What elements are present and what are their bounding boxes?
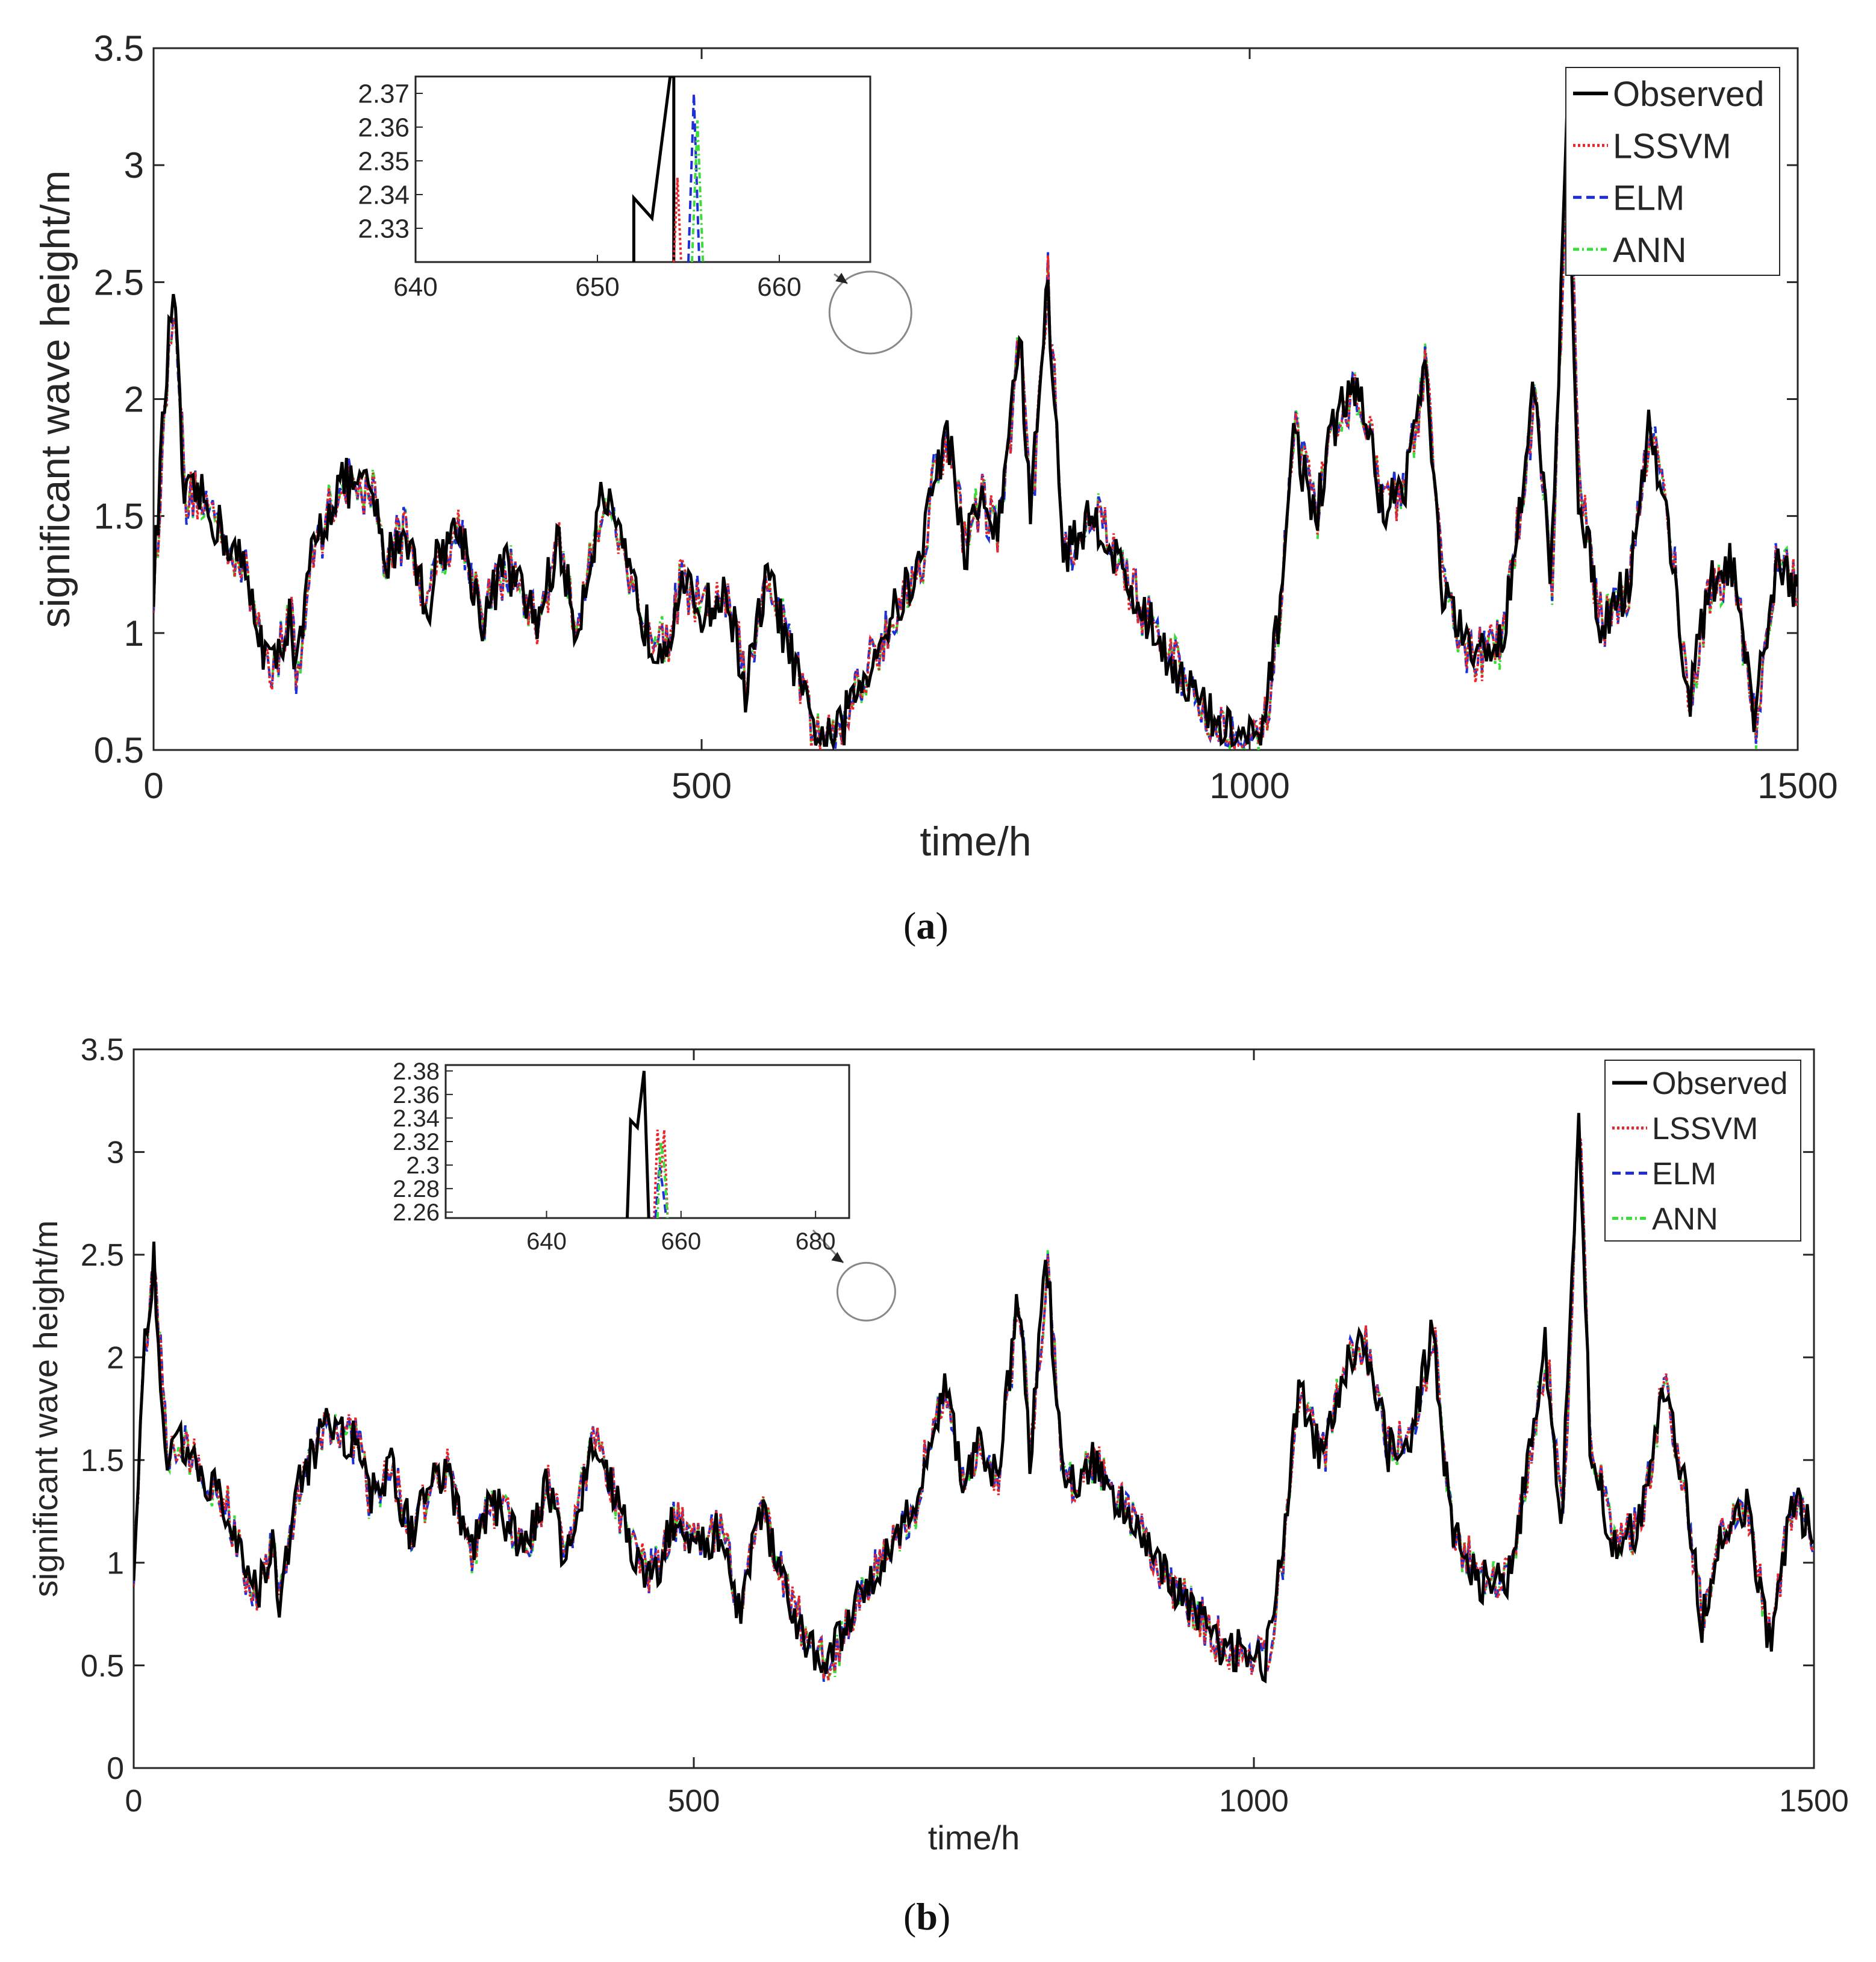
y-axis-label: significant wave height/m <box>33 170 78 628</box>
x-axis-label: time/h <box>928 1819 1020 1857</box>
x-tick-label: 0 <box>143 766 163 806</box>
zoom-arrow-head <box>835 272 848 284</box>
inset-y-tick-label: 2.32 <box>393 1129 440 1155</box>
inset-y-tick-label: 2.36 <box>393 1082 440 1108</box>
inset-series-line-lssvm <box>653 1129 669 1218</box>
inset-y-tick-label: 2.34 <box>393 1105 440 1132</box>
y-tick-label: 2 <box>107 1340 124 1375</box>
x-tick-label: 1000 <box>1209 766 1289 806</box>
inset-y-tick-label: 2.38 <box>393 1058 440 1085</box>
caption-a: (a) <box>903 904 949 947</box>
caption-b: (b) <box>903 1895 951 1938</box>
inset-x-tick-label: 640 <box>526 1228 567 1255</box>
inset-y-tick-label: 2.3 <box>406 1152 440 1179</box>
y-axis-label: significant wave height/m <box>26 1220 64 1598</box>
x-tick-label: 500 <box>672 766 732 806</box>
series-line-observed <box>154 91 1798 750</box>
legend-b: Observed LSSVM ELM ANN <box>1604 1060 1801 1242</box>
inset-y-tick-label: 2.34 <box>358 180 410 210</box>
inset-series-line-lssvm <box>672 177 682 262</box>
x-tick-label: 500 <box>668 1784 720 1819</box>
y-tick-label: 0 <box>107 1751 124 1786</box>
inset-x-tick-label: 660 <box>757 272 801 302</box>
y-tick-label: 1.5 <box>81 1443 124 1478</box>
inset-y-tick-label: 2.36 <box>358 113 410 142</box>
y-tick-label: 3.5 <box>81 1033 124 1067</box>
legend-box <box>1604 1060 1801 1242</box>
inset-series-line-elm <box>687 93 701 262</box>
y-tick-label: 2.5 <box>81 1238 124 1273</box>
inset-y-tick-label: 2.33 <box>358 214 410 243</box>
y-tick-label: 3.5 <box>94 28 144 69</box>
plot-area-b <box>132 1048 1815 1769</box>
legend-label-ann: ANN <box>1652 1202 1718 1237</box>
y-tick-label: 2 <box>124 380 144 420</box>
highlight-circle <box>828 270 912 355</box>
inset-x-tick-label: 650 <box>575 272 619 302</box>
x-tick-label: 1500 <box>1779 1784 1849 1819</box>
y-tick-label: 1 <box>107 1546 124 1581</box>
y-tick-label: 0.5 <box>94 730 144 770</box>
zoom-arrow-head <box>831 1252 844 1263</box>
inset-plot-b: 640 660 680 2.262.282.32.322.342.362.38 <box>393 1058 850 1255</box>
y-tick-label: 3 <box>107 1136 124 1170</box>
inset-series-line-observed <box>626 1070 650 1218</box>
x-axis-label: time/h <box>920 819 1031 864</box>
y-tick-label: 1 <box>124 613 144 654</box>
inset-series-line-elm <box>654 1164 668 1218</box>
y-tick-label: 0.5 <box>81 1649 124 1684</box>
y-tick-label: 2.5 <box>94 262 144 302</box>
inset-area <box>414 75 871 263</box>
legend-label-observed: Observed <box>1613 75 1764 114</box>
x-tick-label: 1000 <box>1219 1784 1289 1819</box>
chart-panel-b: 0 500 1000 1500 0 0.5 1 1.5 2 2.5 3 3.5 time/h signif… <box>26 1033 1849 1857</box>
inset-y-tick-label: 2.28 <box>393 1176 440 1202</box>
inset-y-tick-label: 2.26 <box>393 1199 440 1226</box>
inset-series-line-ann <box>691 120 705 262</box>
inset-series-line-observed <box>632 77 676 262</box>
legend-label-elm: ELM <box>1613 179 1684 218</box>
inset-plot-a: 640 650 660 2.33 2.34 2.35 2.36 2.37 <box>358 75 871 302</box>
legend-a: Observed LSSVM ELM ANN <box>1565 67 1780 276</box>
inset-x-tick-label: 660 <box>661 1228 701 1255</box>
inset-x-tick-label: 640 <box>393 272 437 302</box>
inset-series-line-ann <box>656 1141 669 1218</box>
highlight-circle <box>836 1261 896 1322</box>
x-tick-label: 1500 <box>1757 766 1837 806</box>
chart-panel-a: 0 500 1000 1500 0.5 1 1.5 2 2.5 3 3.5 time/h signifi… <box>33 28 1838 864</box>
inset-y-tick-label: 2.35 <box>358 146 410 176</box>
y-tick-label: 1.5 <box>94 496 144 537</box>
inset-x-tick-label: 680 <box>796 1228 836 1255</box>
legend-box <box>1565 67 1780 276</box>
legend-label-elm: ELM <box>1652 1157 1716 1192</box>
inset-y-tick-label: 2.37 <box>358 79 410 108</box>
legend-label-lssvm: LSSVM <box>1652 1111 1758 1146</box>
series-line-observed <box>134 1113 1814 1684</box>
legend-label-lssvm: LSSVM <box>1613 127 1731 166</box>
x-tick-label: 0 <box>125 1784 143 1819</box>
legend-label-observed: Observed <box>1652 1066 1787 1101</box>
legend-label-ann: ANN <box>1613 231 1686 270</box>
y-tick-label: 3 <box>124 145 144 186</box>
